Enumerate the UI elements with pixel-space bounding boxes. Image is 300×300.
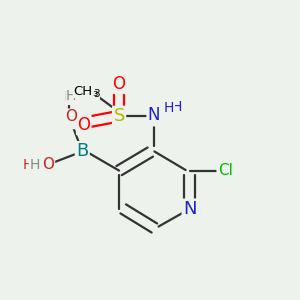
Text: 3: 3	[93, 89, 100, 99]
Text: H: H	[64, 90, 74, 104]
Text: N: N	[147, 106, 160, 124]
Text: H: H	[66, 88, 76, 103]
Text: S: S	[113, 107, 125, 125]
Text: O: O	[63, 113, 75, 128]
Text: N: N	[183, 200, 196, 218]
Text: B: B	[76, 142, 88, 160]
Text: O: O	[42, 157, 54, 172]
Text: CH₃: CH₃	[74, 86, 99, 99]
Text: O: O	[41, 157, 53, 172]
Text: O: O	[77, 116, 90, 134]
Text: CH: CH	[73, 85, 92, 98]
Text: H: H	[164, 101, 174, 115]
Text: H: H	[22, 158, 33, 172]
Text: H: H	[171, 100, 182, 114]
Text: H: H	[29, 158, 40, 172]
Text: N: N	[148, 107, 161, 125]
Text: Cl: Cl	[218, 163, 232, 178]
Text: O: O	[112, 75, 126, 93]
Text: O: O	[65, 109, 77, 124]
